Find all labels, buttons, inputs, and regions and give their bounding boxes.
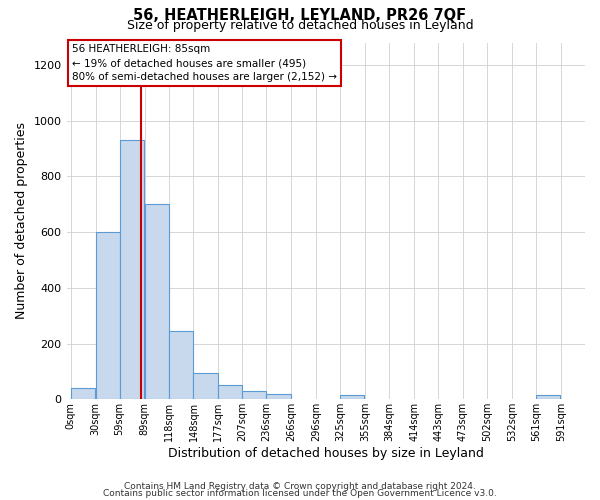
Bar bbox=[169, 331, 193, 400]
Bar bbox=[266, 394, 290, 400]
Text: 56 HEATHERLEIGH: 85sqm
← 19% of detached houses are smaller (495)
80% of semi-de: 56 HEATHERLEIGH: 85sqm ← 19% of detached… bbox=[72, 44, 337, 82]
X-axis label: Distribution of detached houses by size in Leyland: Distribution of detached houses by size … bbox=[168, 447, 484, 460]
Text: Contains HM Land Registry data © Crown copyright and database right 2024.: Contains HM Land Registry data © Crown c… bbox=[124, 482, 476, 491]
Y-axis label: Number of detached properties: Number of detached properties bbox=[15, 122, 28, 320]
Bar bbox=[71, 388, 95, 400]
Text: Contains public sector information licensed under the Open Government Licence v3: Contains public sector information licen… bbox=[103, 489, 497, 498]
Bar bbox=[242, 391, 266, 400]
Bar bbox=[145, 204, 169, 400]
Bar bbox=[119, 140, 143, 400]
Text: 56, HEATHERLEIGH, LEYLAND, PR26 7QF: 56, HEATHERLEIGH, LEYLAND, PR26 7QF bbox=[133, 8, 467, 22]
Bar bbox=[193, 373, 218, 400]
Bar bbox=[218, 385, 242, 400]
Bar bbox=[536, 395, 560, 400]
Bar bbox=[95, 232, 119, 400]
Bar bbox=[340, 395, 364, 400]
Text: Size of property relative to detached houses in Leyland: Size of property relative to detached ho… bbox=[127, 18, 473, 32]
